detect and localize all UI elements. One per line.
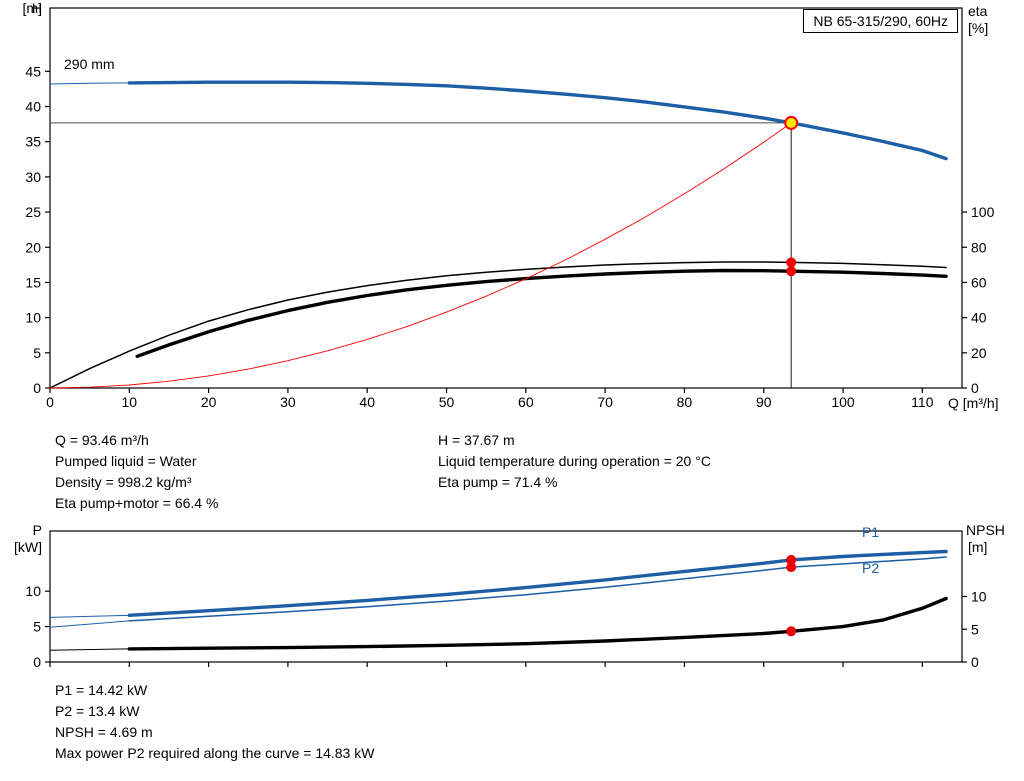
- info-line-liquid-temp: Liquid temperature during operation = 20…: [438, 453, 711, 469]
- qh-eta-chart: 0 10 20 30 40 50 60 70 80 90 100 110 0 5 10 15 20 25 30 35 4…: [25, 7, 995, 410]
- duty-point: [784, 115, 799, 130]
- y-right-tick-label: 5: [971, 621, 979, 637]
- x-tick-label: 40: [359, 394, 375, 410]
- duty-info-column-2: H = 37.67 m Liquid temperature during op…: [438, 430, 711, 493]
- pump-model-badge: NB 65-315/290, 60Hz: [803, 9, 958, 33]
- x-tick-label: 0: [46, 394, 54, 410]
- p2-point: [786, 562, 797, 573]
- system-curve: [49, 122, 792, 389]
- power-info-column: P1 = 14.42 kW P2 = 13.4 kW NPSH = 4.69 m…: [55, 680, 374, 764]
- duty-info-column-1: Q = 93.46 m³/h Pumped liquid = Water Den…: [55, 430, 218, 514]
- y-right-tick-label: 40: [971, 310, 987, 326]
- y-right-axis-unit-top: [%]: [968, 20, 989, 36]
- info-line-eta-pump-motor: Eta pump+motor = 66.4 %: [55, 495, 219, 511]
- y-left-tick-label: 0: [33, 654, 41, 670]
- info-line-npsh: NPSH = 4.69 m: [55, 724, 153, 740]
- info-line-pumped-liquid: Pumped liquid = Water: [55, 453, 197, 469]
- x-tick-label: 100: [831, 394, 855, 410]
- y-right-tick-label: 100: [971, 204, 995, 220]
- npsh-curve: [127, 596, 948, 651]
- y-right-tick-label: 80: [971, 239, 987, 255]
- y-right-axis-unit-bottom: [m]: [968, 539, 988, 555]
- y-right-tick-label: 20: [971, 345, 987, 361]
- eta-pump-motor-curve: [135, 268, 948, 358]
- impeller-diameter-label: 290 mm: [64, 56, 115, 72]
- y-right-tick-label: 60: [971, 274, 987, 290]
- x-tick-label: 110: [911, 394, 934, 410]
- plot-border: [49, 7, 963, 389]
- y-left-tick-label: 10: [25, 310, 41, 326]
- x-tick-label: 30: [280, 394, 296, 410]
- p2-curve: [128, 556, 947, 622]
- y-left-tick-label: 20: [25, 239, 41, 255]
- y-right-tick-label: 10: [971, 589, 987, 605]
- info-line-eta-pump: Eta pump = 71.4 %: [438, 474, 558, 490]
- y-left-tick-label: 5: [33, 619, 41, 635]
- power-npsh-chart: 0 5 10 0 5 10: [25, 530, 987, 670]
- head-curve-290mm-lead: [49, 81, 947, 160]
- eta-pump-curve: [49, 261, 947, 389]
- info-line-q: Q = 93.46 m³/h: [55, 432, 149, 448]
- y-left-tick-label: 35: [25, 134, 41, 150]
- p2-curve-lead: [49, 556, 947, 628]
- info-line-p2: P2 = 13.4 kW: [55, 703, 140, 719]
- y-left-tick-label: 0: [33, 380, 41, 396]
- x-tick-label: 90: [756, 394, 772, 410]
- y-left-tick-label: 25: [25, 204, 41, 220]
- info-line-h: H = 37.67 m: [438, 432, 515, 448]
- x-tick-label: 50: [439, 394, 455, 410]
- y-left-axis-unit-top: [m]: [22, 0, 42, 16]
- y-right-tick-label: 0: [971, 380, 979, 396]
- y-left-axis-title-top: H: [31, 0, 42, 16]
- x-axis-title: Q [m³/h]: [948, 395, 999, 411]
- y-right-axis-title-bottom: NPSH: [966, 522, 1005, 538]
- p1-point: [786, 554, 797, 565]
- y-right-axis-title-top: eta: [968, 3, 988, 19]
- npsh-curve-lead: [49, 598, 947, 651]
- y-left-axis-title-bottom: P: [32, 522, 42, 538]
- p1-curve: [127, 549, 948, 617]
- p2-curve-label: P2: [862, 560, 880, 576]
- y-right-tick-label: 0: [971, 654, 979, 670]
- y-left-tick-label: 40: [25, 99, 41, 115]
- x-tick-label: 70: [597, 394, 613, 410]
- y-left-tick-label: 30: [25, 169, 41, 185]
- p1-curve-label: P1: [862, 524, 880, 540]
- x-tick-label: 60: [518, 394, 534, 410]
- info-line-density: Density = 998.2 kg/m³: [55, 474, 192, 490]
- y-left-tick-label: 10: [25, 583, 41, 599]
- head-curve-290mm: [127, 80, 948, 161]
- x-tick-label: 80: [677, 394, 693, 410]
- x-tick-label: 10: [122, 394, 138, 410]
- x-tick-label: 20: [201, 394, 217, 410]
- p1-curve-lead: [49, 551, 947, 618]
- y-left-tick-label: 45: [25, 63, 41, 79]
- info-line-p1: P1 = 14.42 kW: [55, 682, 148, 698]
- y-left-tick-label: 5: [33, 345, 41, 361]
- y-left-tick-label: 15: [25, 274, 41, 290]
- info-line-max-power: Max power P2 required along the curve = …: [55, 745, 375, 761]
- y-left-axis-unit-bottom: [kW]: [14, 539, 42, 555]
- eta-pump-motor-point: [786, 266, 797, 277]
- eta-pump-point: [786, 257, 797, 268]
- npsh-point: [786, 626, 797, 637]
